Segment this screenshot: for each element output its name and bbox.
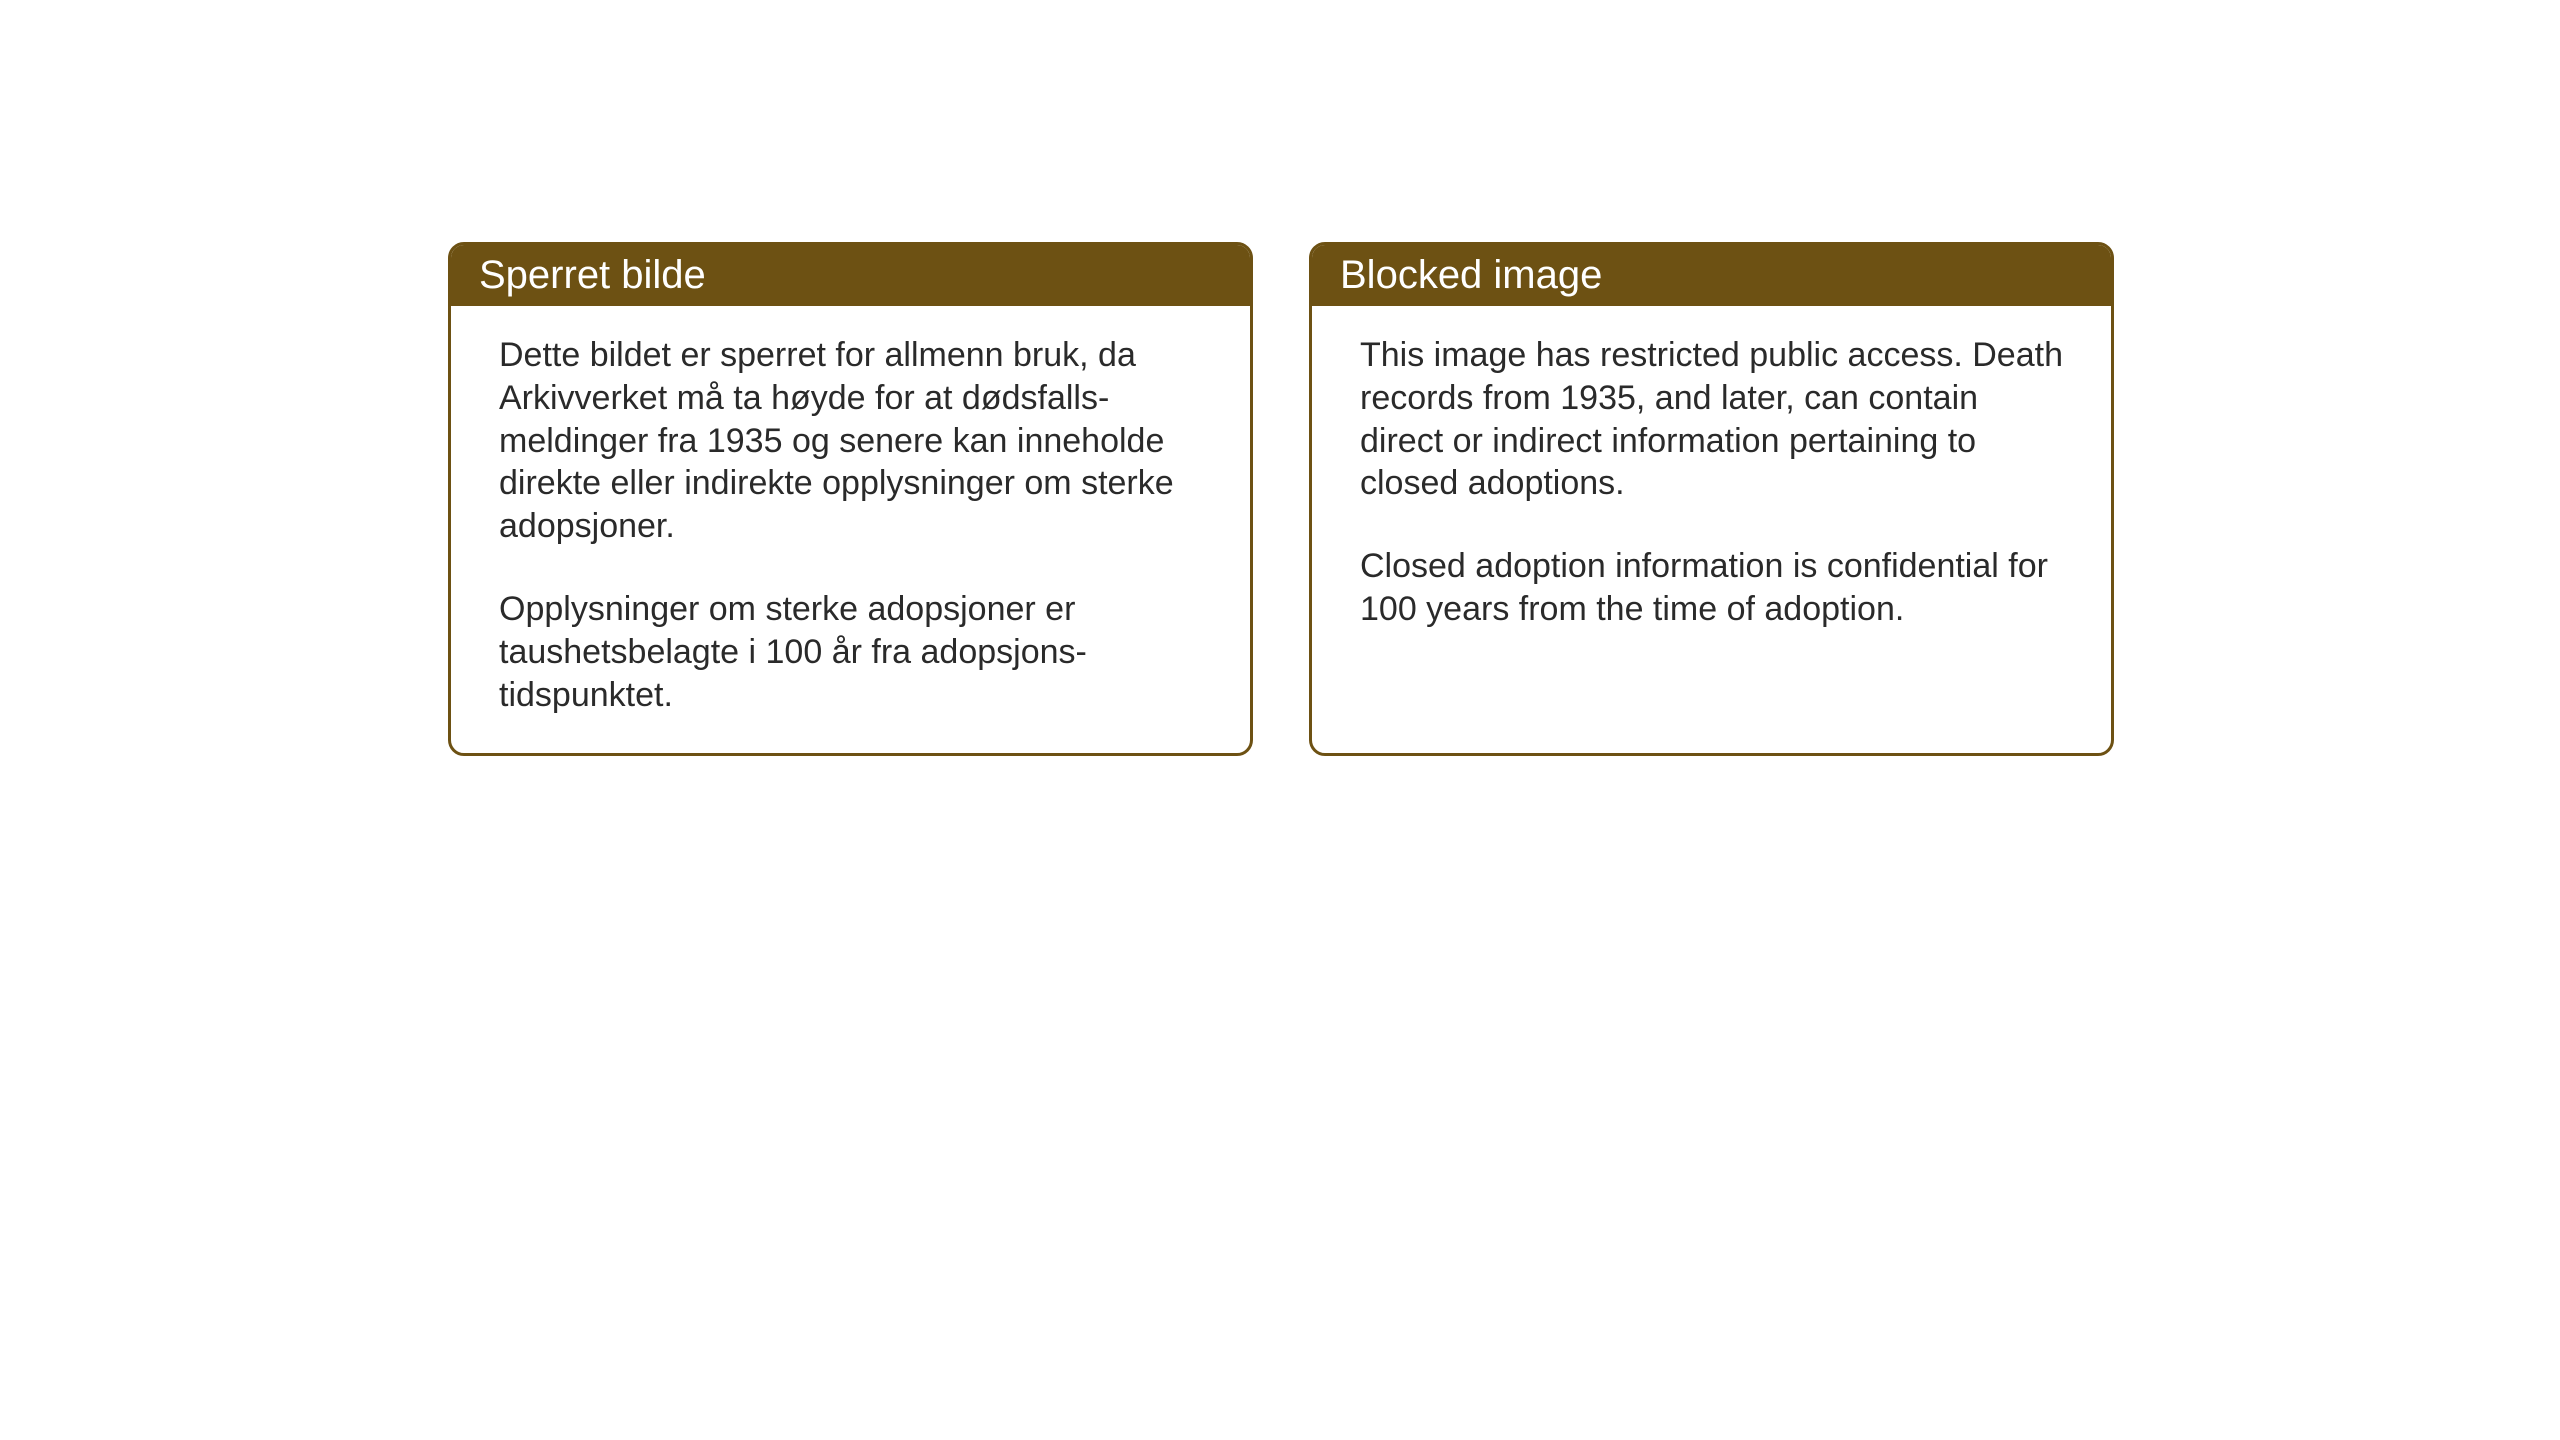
notice-title-norwegian: Sperret bilde — [479, 253, 706, 297]
notice-paragraph-1-norwegian: Dette bildet er sperret for allmenn bruk… — [499, 334, 1202, 548]
notice-box-english: Blocked image This image has restricted … — [1309, 242, 2114, 756]
notice-paragraph-1-english: This image has restricted public access.… — [1360, 334, 2063, 505]
notice-title-english: Blocked image — [1340, 253, 1602, 297]
notice-header-norwegian: Sperret bilde — [451, 245, 1250, 306]
notice-paragraph-2-norwegian: Opplysninger om sterke adopsjoner er tau… — [499, 588, 1202, 716]
notice-header-english: Blocked image — [1312, 245, 2111, 306]
notice-paragraph-2-english: Closed adoption information is confident… — [1360, 545, 2063, 631]
notice-body-english: This image has restricted public access.… — [1312, 306, 2111, 713]
notice-body-norwegian: Dette bildet er sperret for allmenn bruk… — [451, 306, 1250, 753]
notice-box-norwegian: Sperret bilde Dette bildet er sperret fo… — [448, 242, 1253, 756]
notice-container: Sperret bilde Dette bildet er sperret fo… — [448, 242, 2114, 756]
